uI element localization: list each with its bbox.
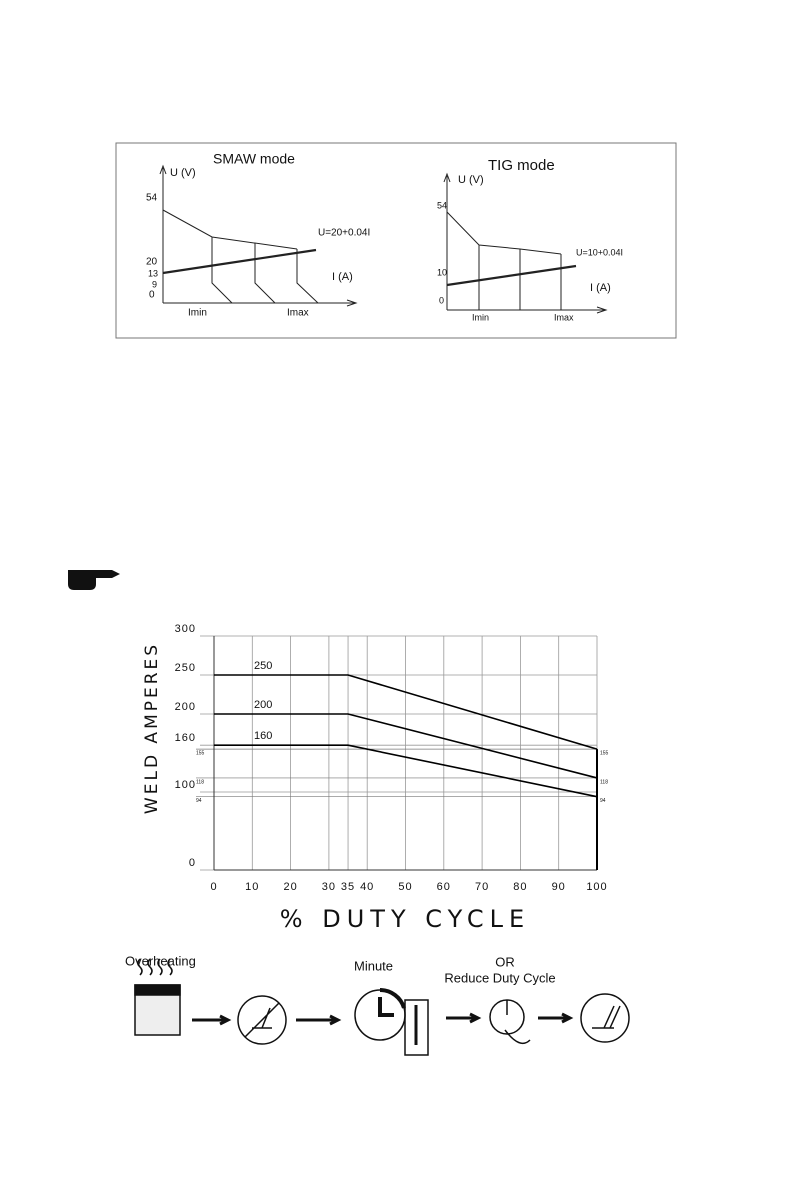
welder-top bbox=[134, 984, 181, 996]
load-line bbox=[162, 248, 317, 275]
droop bbox=[478, 245, 562, 310]
x-tick-label: 35 bbox=[341, 881, 355, 893]
diagram-title: TIG mode bbox=[488, 157, 555, 174]
minor-tick-label: 94 bbox=[600, 798, 606, 804]
load-line bbox=[446, 264, 577, 287]
minor-tick-label: 155 bbox=[196, 750, 205, 756]
series-line bbox=[214, 674, 598, 750]
y-tick-label: 100 bbox=[175, 779, 196, 791]
arrow bbox=[443, 172, 451, 183]
arrow bbox=[159, 164, 167, 175]
x-tick-label: 60 bbox=[437, 881, 451, 893]
smaw-labels: SMAW mode U (V) 54 20 13 9 0 U=20+0.04I … bbox=[146, 151, 370, 319]
curve bbox=[446, 211, 562, 255]
x-tick-label: 40 bbox=[360, 881, 374, 893]
y-tick-label: 250 bbox=[175, 662, 196, 674]
axis-label: I (A) bbox=[590, 282, 611, 294]
flow-text: Reduce Duty Cycle bbox=[444, 970, 555, 985]
flow-text: Minute bbox=[354, 958, 393, 973]
tig-diagram bbox=[443, 172, 608, 314]
y-tick-label: 300 bbox=[175, 623, 196, 635]
axis-label: I (A) bbox=[332, 271, 353, 283]
x-label: Imax bbox=[287, 308, 309, 319]
y-label: 13 bbox=[148, 268, 158, 278]
minor-tick-label: 155 bbox=[600, 750, 609, 756]
y-label: 20 bbox=[146, 257, 158, 268]
flow-text: OR bbox=[495, 954, 515, 969]
arrow bbox=[346, 299, 358, 307]
x-tick-label: 80 bbox=[513, 881, 527, 893]
minor-tick-label: 94 bbox=[196, 798, 202, 804]
tig-labels: TIG mode U (V) 54 10 0 U=10+0.04I I (A) … bbox=[437, 157, 623, 322]
y-tick-label: 0 bbox=[189, 857, 196, 869]
x-tick-label: 0 bbox=[210, 881, 217, 893]
axis-label: U (V) bbox=[458, 174, 484, 186]
series-line bbox=[214, 713, 598, 779]
y-label: 9 bbox=[152, 279, 157, 289]
x-label: Imax bbox=[554, 312, 574, 322]
equation: U=10+0.04I bbox=[576, 247, 623, 257]
x-tick-label: 10 bbox=[245, 881, 259, 893]
x-tick-label: 30 bbox=[322, 881, 336, 893]
no-weld-mark bbox=[244, 1002, 280, 1038]
x-tick-label: 90 bbox=[552, 881, 566, 893]
y-tick-label: 200 bbox=[175, 701, 196, 713]
series-line bbox=[214, 744, 598, 798]
heat bbox=[137, 958, 173, 976]
y-label: 0 bbox=[149, 290, 155, 301]
y-label: 54 bbox=[146, 193, 158, 204]
x-tick-label: 50 bbox=[398, 881, 412, 893]
thermometer bbox=[404, 999, 429, 1056]
diagram-title: SMAW mode bbox=[213, 151, 295, 167]
smaw-diagram bbox=[159, 164, 358, 307]
arrow bbox=[192, 1012, 574, 1026]
y-axis-label: WELD AMPERES bbox=[142, 642, 162, 814]
x-tick-label: 100 bbox=[586, 881, 607, 893]
axis-label: U (V) bbox=[170, 167, 196, 179]
x-label: Imin bbox=[472, 312, 489, 322]
flow-text: Overheating bbox=[125, 953, 196, 968]
weld bbox=[580, 993, 630, 1043]
x-tick-label: 20 bbox=[283, 881, 297, 893]
minor-tick-label: 118 bbox=[600, 779, 608, 785]
x-tick-label: 70 bbox=[475, 881, 489, 893]
y-label: 10 bbox=[437, 267, 447, 277]
equation: U=20+0.04I bbox=[318, 228, 370, 239]
flow-icons bbox=[134, 958, 630, 1056]
y-label: 0 bbox=[439, 295, 444, 305]
y-label: 54 bbox=[437, 200, 447, 210]
x-label: Imin bbox=[188, 308, 207, 319]
duty-cycle-chart: 0 10 20 30 35 40 50 60 70 80 90 100 0 100 160 200 250 300… bbox=[175, 623, 609, 893]
hand-icon bbox=[68, 570, 120, 590]
clock-hands bbox=[378, 988, 406, 1017]
arrow bbox=[596, 306, 608, 314]
x-axis-label: % DUTY CYCLE bbox=[280, 905, 530, 933]
droop bbox=[211, 237, 319, 304]
minor-tick-label: 118 bbox=[196, 779, 204, 785]
series-label: 160 bbox=[254, 730, 272, 742]
diagram-frame bbox=[115, 142, 677, 339]
weld-mark bbox=[592, 1005, 621, 1029]
no-weld bbox=[237, 995, 287, 1045]
series-label: 250 bbox=[254, 660, 272, 672]
series-label: 200 bbox=[254, 699, 272, 711]
y-tick-label: 160 bbox=[175, 732, 196, 744]
knob-hand bbox=[504, 1000, 531, 1045]
